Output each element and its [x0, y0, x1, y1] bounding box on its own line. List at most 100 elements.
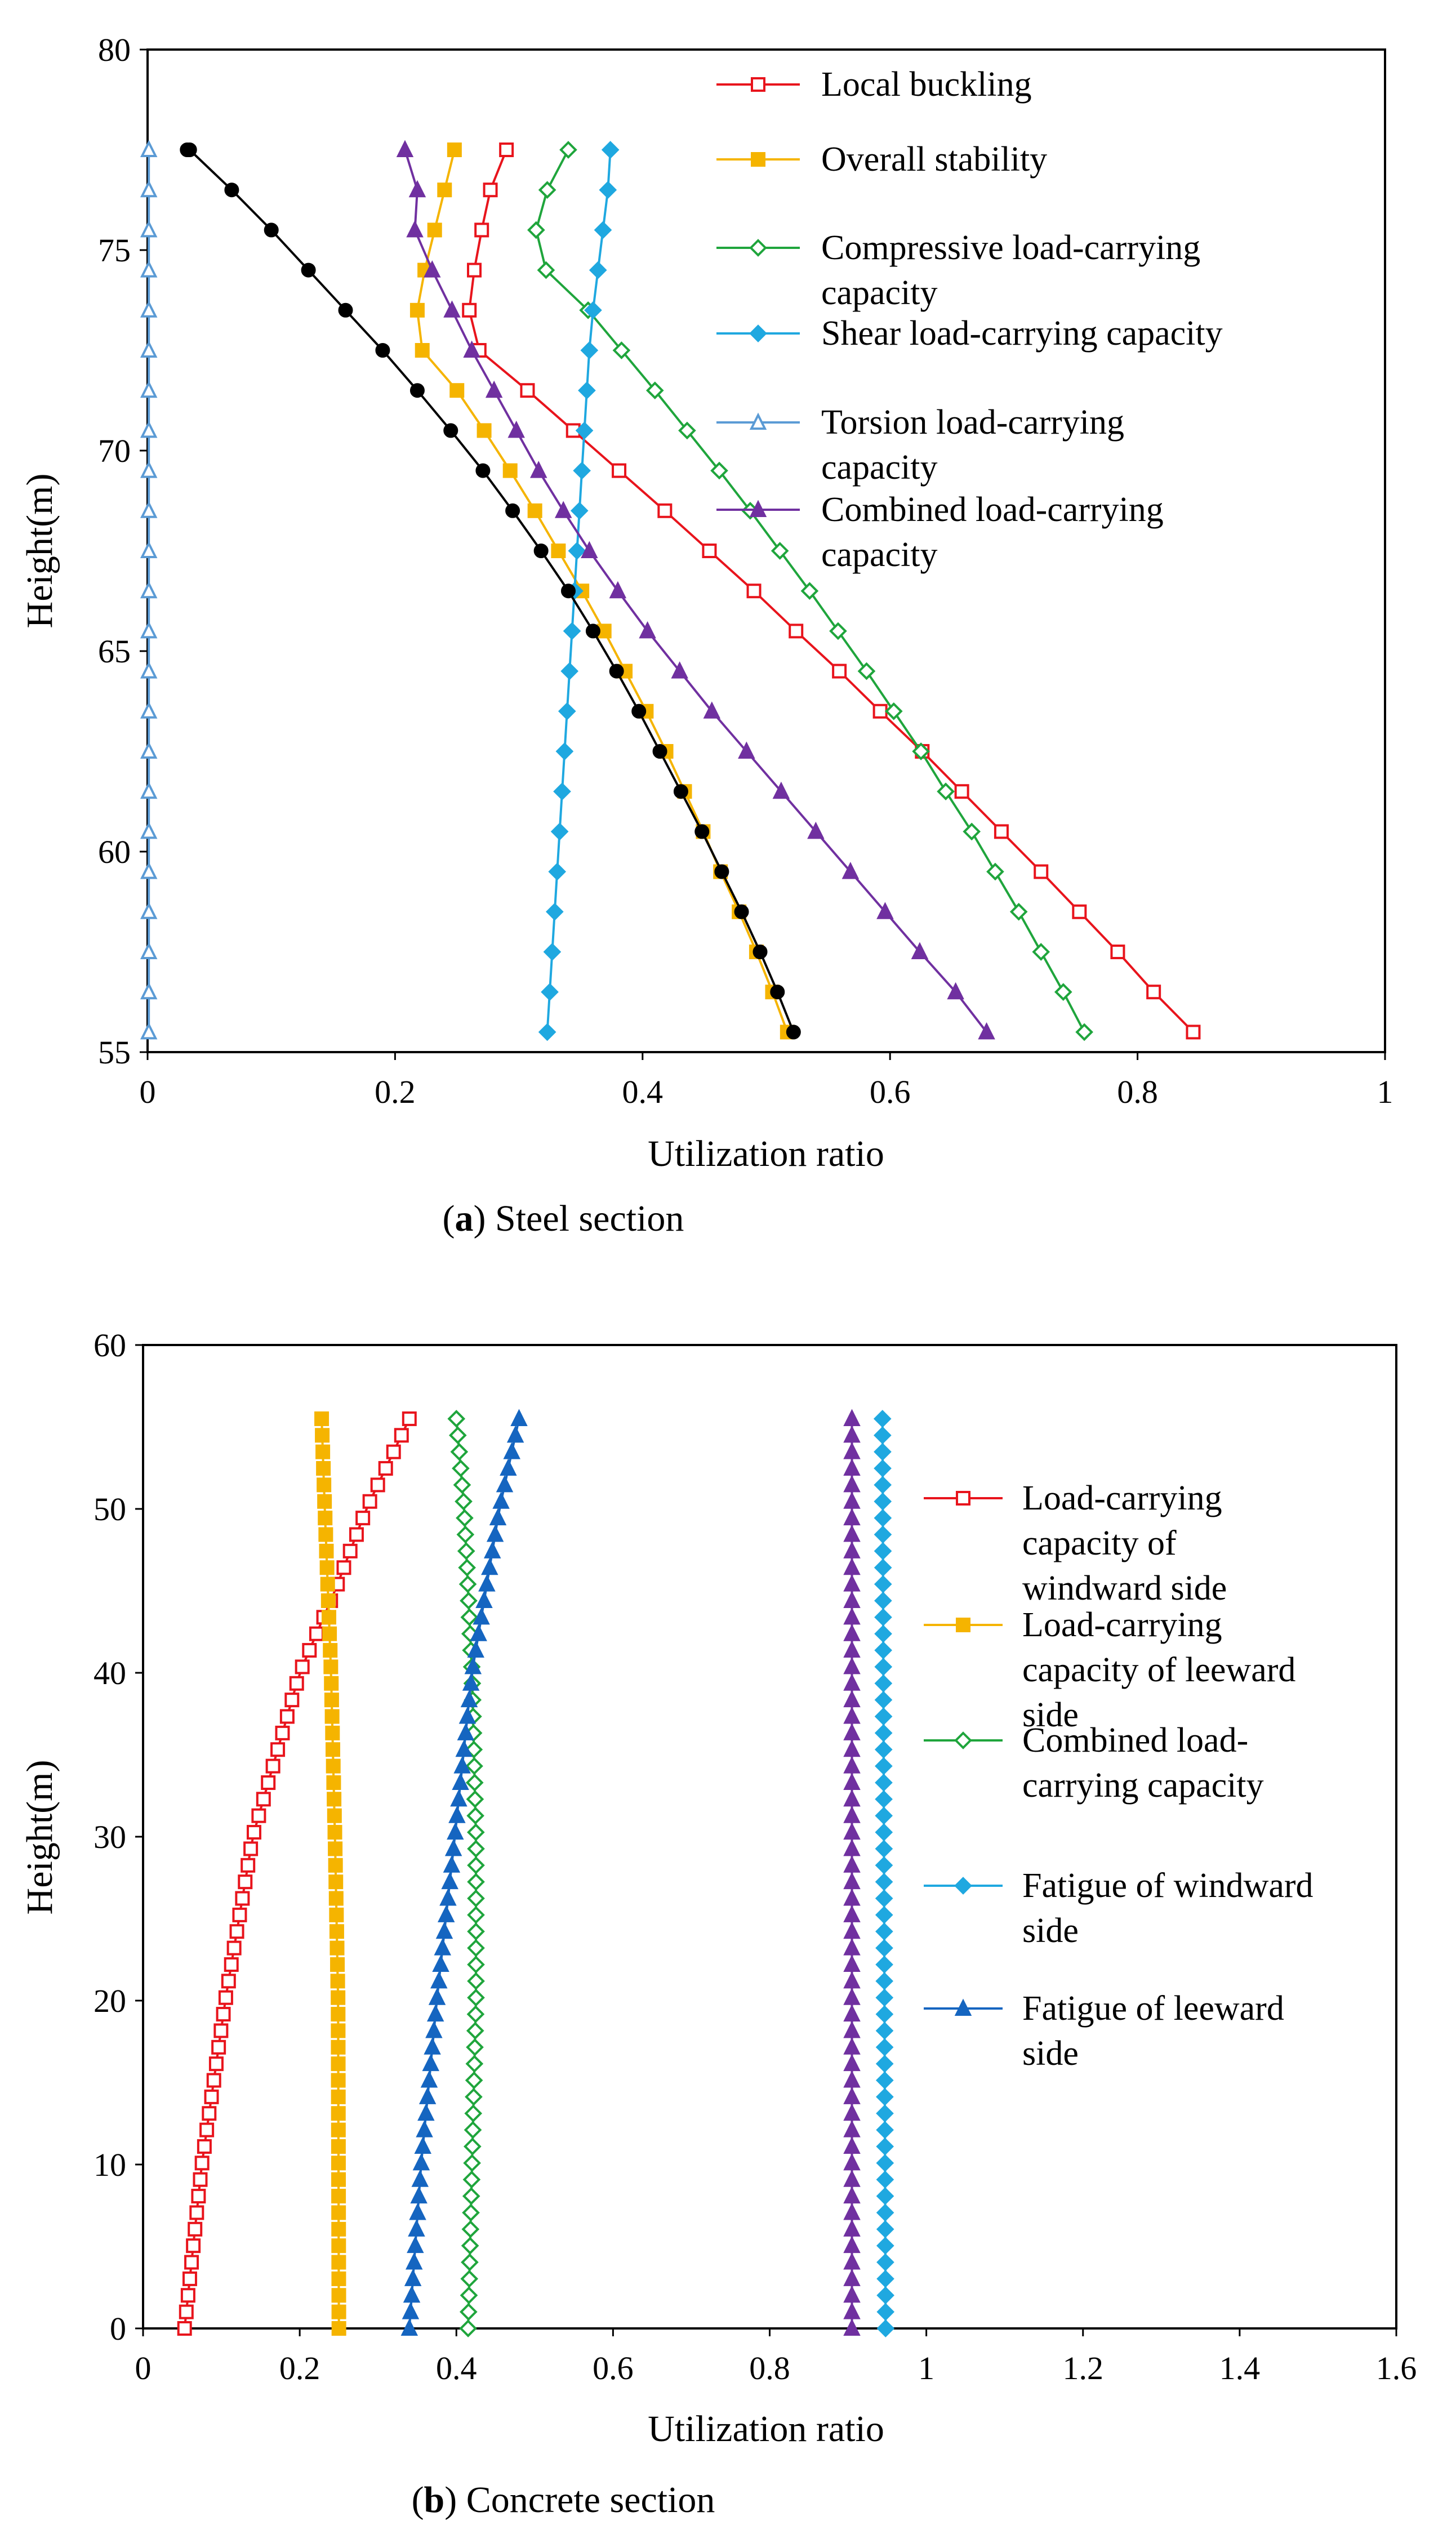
- series-fatigue-of-windward-side: [873, 1410, 895, 2337]
- data-point: [191, 2189, 206, 2204]
- data-point: [874, 1492, 892, 1511]
- data-point: [406, 220, 424, 238]
- series-unlabeled-black: [180, 142, 801, 1040]
- data-point: [331, 2304, 346, 2319]
- legend-label: Local buckling: [821, 65, 1032, 104]
- data-point: [875, 1988, 894, 2007]
- x-tick-label: 0.4: [622, 1074, 664, 1110]
- data-point: [331, 2221, 346, 2237]
- data-point: [331, 2056, 346, 2072]
- data-point: [533, 544, 549, 558]
- data-point: [857, 662, 876, 680]
- data-point: [874, 1575, 892, 1593]
- data-point: [876, 2104, 894, 2123]
- data-point: [874, 1724, 893, 1742]
- data-point: [1075, 1023, 1093, 1041]
- data-point: [448, 1426, 467, 1445]
- data-point: [238, 1874, 253, 1890]
- data-point: [841, 862, 860, 879]
- data-point: [331, 2039, 346, 2055]
- data-point: [753, 945, 768, 959]
- data-point: [330, 1974, 345, 1989]
- data-point: [464, 1656, 482, 1675]
- x-tick-label: 0.8: [1117, 1074, 1158, 1110]
- data-point: [140, 461, 158, 478]
- data-point: [555, 742, 574, 760]
- x-tick-label: 0.2: [375, 1074, 416, 1110]
- data-point: [875, 2071, 894, 2090]
- data-point: [1032, 943, 1050, 961]
- data-point: [466, 1790, 484, 1809]
- data-point: [459, 2303, 478, 2321]
- data-point: [937, 782, 955, 801]
- data-point: [678, 421, 696, 440]
- data-point: [188, 2221, 203, 2237]
- data-point: [843, 1921, 861, 1939]
- data-point: [843, 2202, 861, 2220]
- legend-entry: Local buckling: [716, 65, 1032, 104]
- data-point: [224, 182, 239, 198]
- data-point: [232, 1907, 247, 1922]
- data-point: [193, 2172, 208, 2187]
- data-point: [265, 1758, 280, 1774]
- data-point: [462, 1673, 480, 1691]
- data-point: [978, 1022, 995, 1040]
- x-tick-labels: 0 0.2 0.4 0.6 0.8 1: [140, 1052, 1393, 1110]
- data-point: [465, 2088, 483, 2106]
- data-point: [843, 1855, 861, 1873]
- data-point: [875, 1873, 893, 1891]
- data-point: [652, 744, 667, 759]
- data-point: [884, 702, 903, 720]
- data-point: [874, 1542, 892, 1560]
- data-point: [478, 1574, 496, 1592]
- y-tick-label: 40: [93, 1655, 126, 1691]
- data-point: [558, 702, 576, 720]
- x-tick-label: 1: [1377, 1074, 1393, 1110]
- data-point: [338, 302, 353, 318]
- data-point: [843, 1442, 861, 1459]
- legend-marker: [956, 1491, 970, 1506]
- data-point: [843, 2170, 861, 2187]
- data-point: [1034, 864, 1049, 879]
- data-point: [415, 343, 430, 358]
- data-point: [465, 2071, 483, 2090]
- data-point: [875, 1840, 893, 1858]
- data-point: [477, 423, 492, 438]
- data-point: [327, 1792, 342, 1807]
- data-point: [140, 781, 158, 799]
- data-point: [447, 1410, 466, 1428]
- legend-entry: Shear load-carrying capacity: [716, 314, 1223, 353]
- legend-entry: Fatigue of leeward side: [924, 1989, 1284, 2073]
- legend-label: capacity of leeward: [1022, 1651, 1295, 1689]
- data-point: [499, 142, 514, 157]
- data-point: [876, 2237, 894, 2255]
- y-tick-labels: 0 10 20 30 40 50 60: [93, 1327, 143, 2347]
- legend-label: Load-carrying: [1022, 1479, 1222, 1517]
- data-point: [462, 302, 477, 318]
- data-point: [329, 1924, 344, 1939]
- data-point: [551, 544, 566, 558]
- series-torsion-load-carrying-capacity: [140, 140, 158, 1040]
- legend-marker: [954, 1731, 972, 1749]
- data-point: [466, 1806, 484, 1825]
- data-point: [631, 703, 647, 719]
- data-point: [204, 2089, 219, 2104]
- data-point: [770, 985, 785, 1000]
- data-point: [317, 1477, 332, 1493]
- data-point: [843, 1409, 861, 1426]
- data-point: [375, 343, 390, 358]
- data-point: [874, 1658, 893, 1676]
- legend-entry: Combined load-carrying capacity: [924, 1721, 1264, 1805]
- caption-letter: b: [424, 2479, 445, 2520]
- data-point: [1186, 1025, 1201, 1040]
- data-point: [186, 2238, 201, 2254]
- data-point: [467, 1988, 485, 2007]
- legend-entry: Combined load-carrying capacity: [716, 491, 1164, 574]
- data-point: [843, 2285, 861, 2303]
- caption-text: Concrete section: [466, 2479, 715, 2520]
- data-point: [843, 2302, 861, 2319]
- data-point: [331, 2238, 346, 2254]
- data-point: [994, 824, 1009, 839]
